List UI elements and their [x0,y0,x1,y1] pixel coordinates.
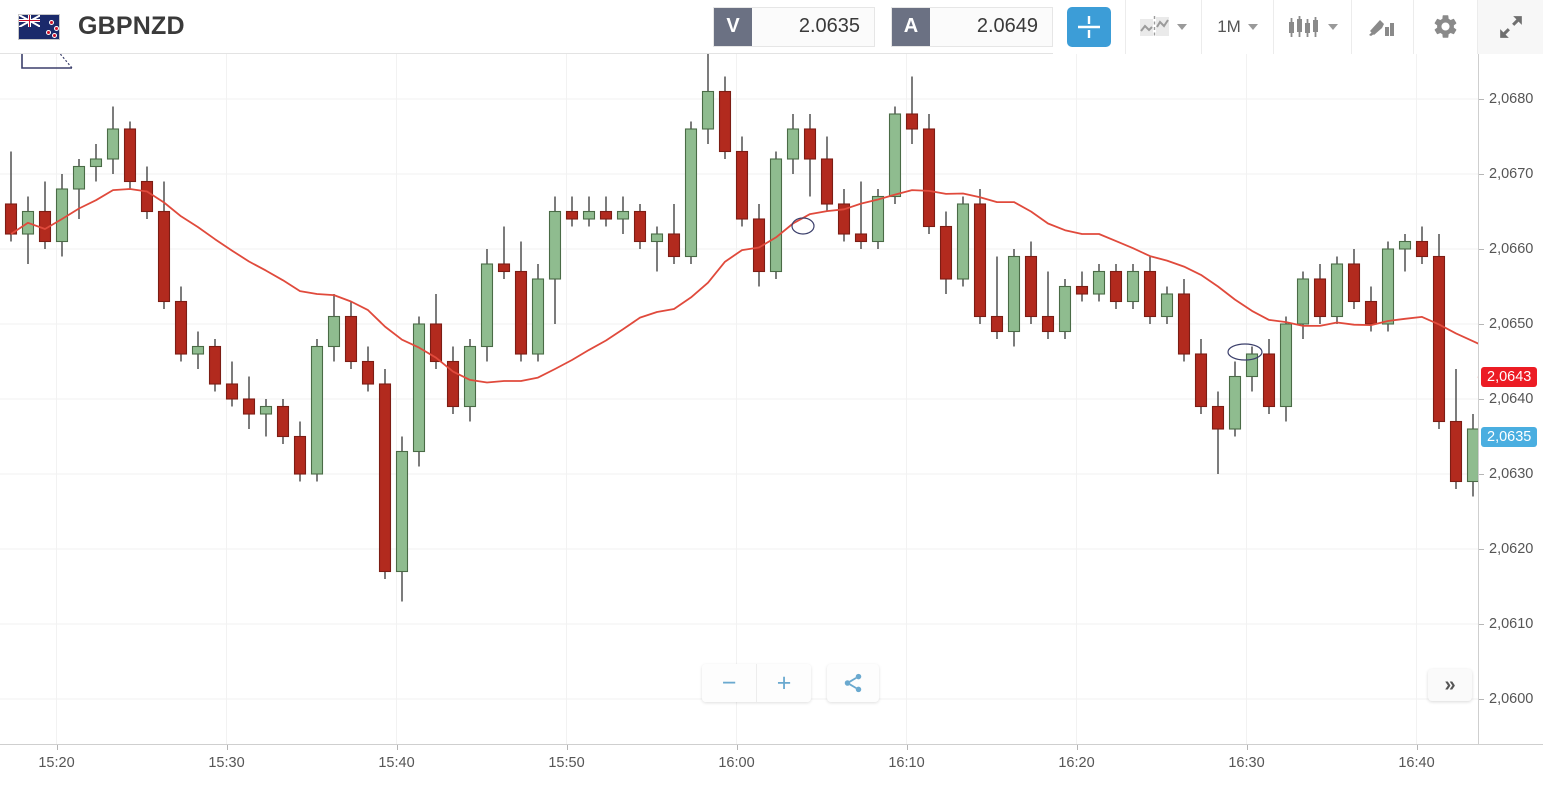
crosshair-button[interactable] [1053,0,1125,54]
price-tick-label: 2,0600 [1489,691,1534,707]
share-icon [842,672,864,694]
time-axis[interactable]: 15:20 15:30 15:40 15:50 16:00 16:10 16:20 16:30… [0,744,1543,785]
share-button[interactable] [827,664,879,702]
chevron-down-icon [1177,23,1187,30]
gear-icon [1432,13,1459,40]
settings-button[interactable] [1413,0,1477,54]
indicators-icon [1368,14,1398,40]
price-chart[interactable] [0,54,1478,744]
time-tick [396,745,398,750]
gbp-nzd-flag-icon [18,13,60,40]
time-tick [1246,745,1248,750]
time-tick-label: 15:20 [38,755,75,771]
price-tick-label: 2,0630 [1489,466,1534,482]
zoom-out-button[interactable]: − [702,664,756,702]
time-tick [56,745,58,750]
ask-tag-label: A [892,7,930,46]
time-tick-label: 15:50 [548,755,585,771]
time-tick [1416,745,1418,750]
chart-type-icon [1140,15,1170,39]
price-tick-label: 2,0620 [1489,541,1534,557]
time-tick-label: 15:40 [378,755,415,771]
ma-price-tag: 2,0643 [1481,366,1538,387]
bid-value: 2.0635 [798,15,860,37]
chart-type-dropdown[interactable] [1125,0,1201,54]
symbol-label: GBPNZD [78,12,185,40]
crosshair-icon [1067,6,1111,47]
chevron-down-icon [1328,23,1338,30]
go-to-latest-button[interactable]: » [1428,669,1472,701]
time-tick [566,745,568,750]
symbol-block: GBPNZD [0,12,185,41]
candlestick-style-icon [1287,14,1321,40]
price-tick-label: 2,0640 [1489,391,1534,407]
time-tick-label: 16:20 [1058,755,1095,771]
candlestick-plot [0,54,1478,744]
time-tick [1076,745,1078,750]
toolbar: GBPNZD V 2.0635 A 2.0649 [0,0,1543,54]
quote-group: V 2.0635 A 2.0649 [713,0,1053,54]
time-tick-label: 16:40 [1398,755,1435,771]
indicators-button[interactable] [1351,0,1413,54]
time-tick [906,745,908,750]
price-tick [1479,174,1484,175]
chevron-down-icon [1247,23,1258,30]
price-tick [1479,549,1484,550]
price-tick [1479,324,1484,325]
price-tick [1479,624,1484,625]
bid-tag-label: V [714,7,752,46]
ask-quote[interactable]: A 2.0649 [891,6,1053,47]
time-tick-label: 15:30 [208,755,245,771]
time-tick [736,745,738,750]
price-tick [1479,399,1484,400]
price-tick-label: 2,0680 [1489,91,1534,107]
ask-value: 2.0649 [976,15,1038,37]
fullscreen-button[interactable] [1477,0,1543,54]
timeframe-dropdown[interactable]: 1M [1201,0,1273,54]
price-tick [1479,99,1484,100]
price-tick-label: 2,0670 [1489,166,1534,182]
price-tick [1479,249,1484,250]
price-tick-label: 2,0650 [1489,316,1534,332]
time-tick-label: 16:10 [888,755,925,771]
zoom-in-button[interactable]: + [756,664,811,702]
time-tick-label: 16:00 [718,755,755,771]
bid-quote[interactable]: V 2.0635 [713,6,875,47]
time-tick [226,745,228,750]
time-tick-label: 16:30 [1228,755,1265,771]
candle-style-dropdown[interactable] [1273,0,1351,54]
expand-icon [1498,14,1524,40]
bid-price-tag: 2,0635 [1481,426,1538,447]
price-tick [1479,699,1484,700]
timeframe-label: 1M [1217,16,1241,36]
price-axis[interactable]: 2,0600 2,0610 2,0620 2,0630 2,0640 2,0650 2,06… [1478,54,1543,744]
price-tick [1479,474,1484,475]
price-tick-label: 2,0660 [1489,241,1534,257]
zoom-controls: − + [702,664,811,702]
price-tick-label: 2,0610 [1489,616,1534,632]
